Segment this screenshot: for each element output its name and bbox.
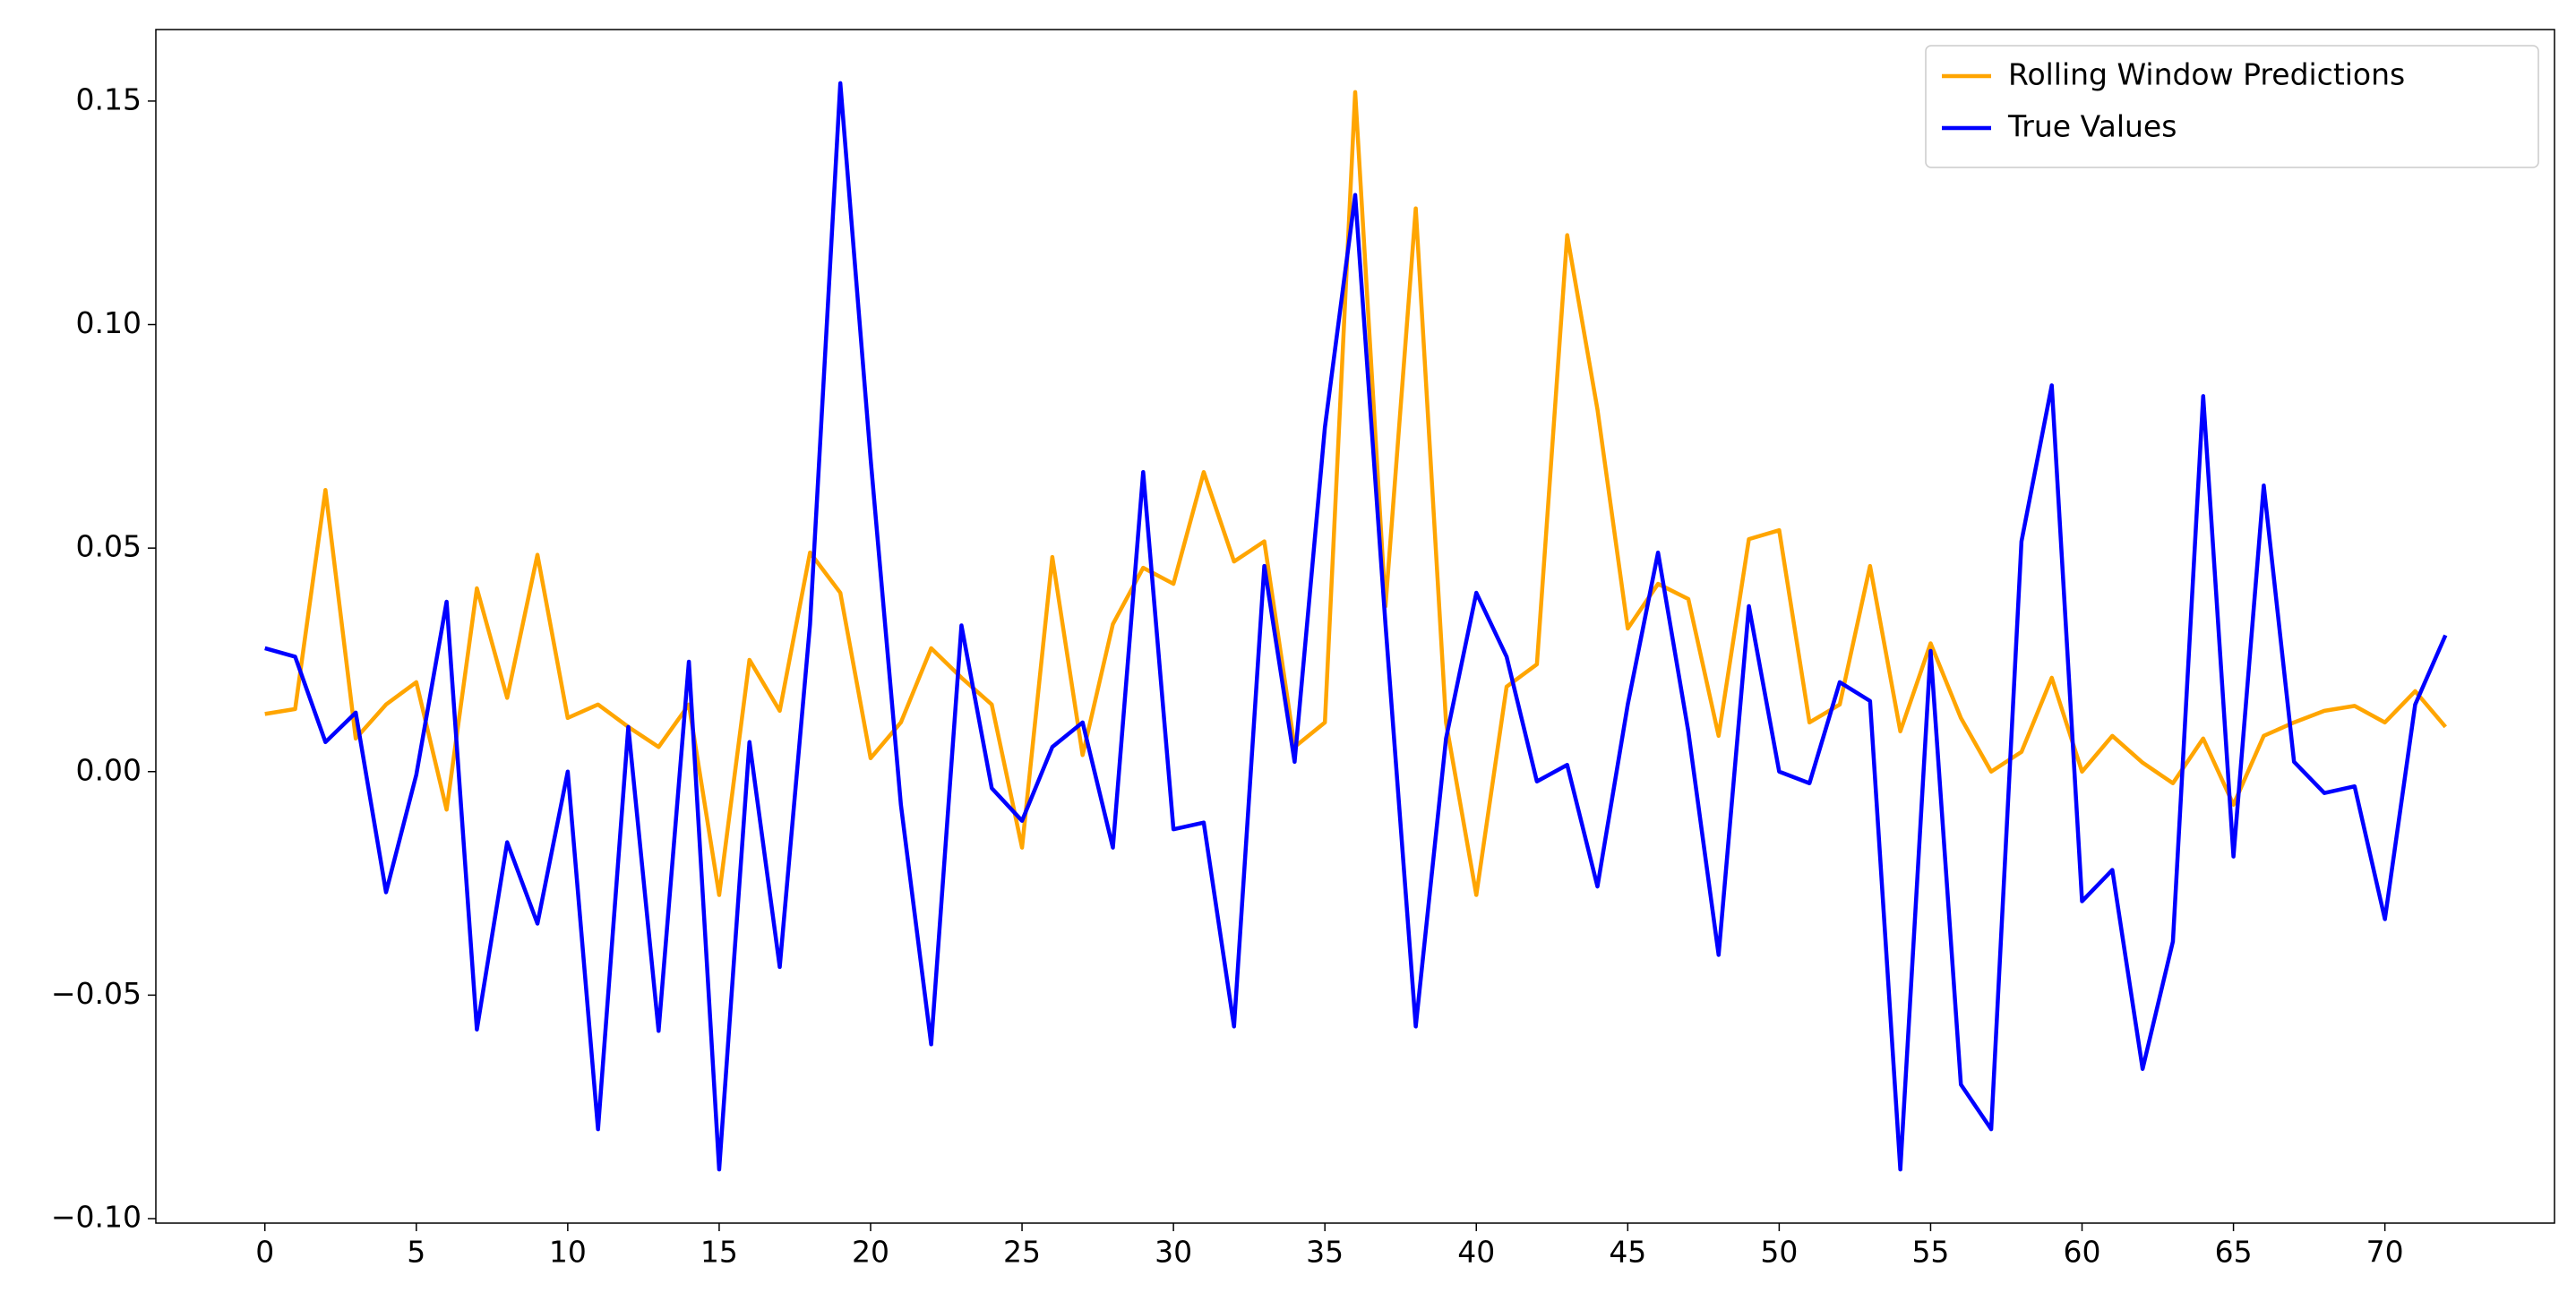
x-tick-label: 70 bbox=[2366, 1235, 2404, 1270]
x-tick-label: 65 bbox=[2215, 1235, 2253, 1270]
x-tick-label: 20 bbox=[852, 1235, 889, 1270]
x-tick-label: 10 bbox=[549, 1235, 587, 1270]
x-tick-label: 25 bbox=[1003, 1235, 1041, 1270]
x-tick-label: 50 bbox=[1760, 1235, 1798, 1270]
x-tick-label: 0 bbox=[255, 1235, 274, 1270]
y-tick-label: 0.05 bbox=[76, 529, 142, 564]
x-tick-label: 55 bbox=[1911, 1235, 1949, 1270]
y-tick-label: −0.05 bbox=[51, 976, 142, 1011]
x-tick-label: 35 bbox=[1306, 1235, 1344, 1270]
plot-frame bbox=[155, 29, 2555, 1224]
y-tick-label: 0.15 bbox=[76, 81, 142, 116]
x-tick-label: 5 bbox=[407, 1235, 425, 1270]
y-tick-label: 0.10 bbox=[76, 305, 142, 340]
x-tick-label: 60 bbox=[2064, 1235, 2101, 1270]
y-tick-label: 0.00 bbox=[76, 752, 142, 787]
x-tick-label: 45 bbox=[1609, 1235, 1646, 1270]
legend-label: True Values bbox=[2007, 109, 2177, 144]
x-tick-label: 15 bbox=[700, 1235, 738, 1270]
legend-label: Rolling Window Predictions bbox=[2008, 57, 2405, 92]
x-tick-label: 30 bbox=[1155, 1235, 1192, 1270]
x-tick-label: 40 bbox=[1457, 1235, 1495, 1270]
y-tick-label: −0.10 bbox=[51, 1200, 142, 1235]
legend-box bbox=[1925, 45, 2539, 168]
series-line bbox=[264, 81, 2448, 1172]
